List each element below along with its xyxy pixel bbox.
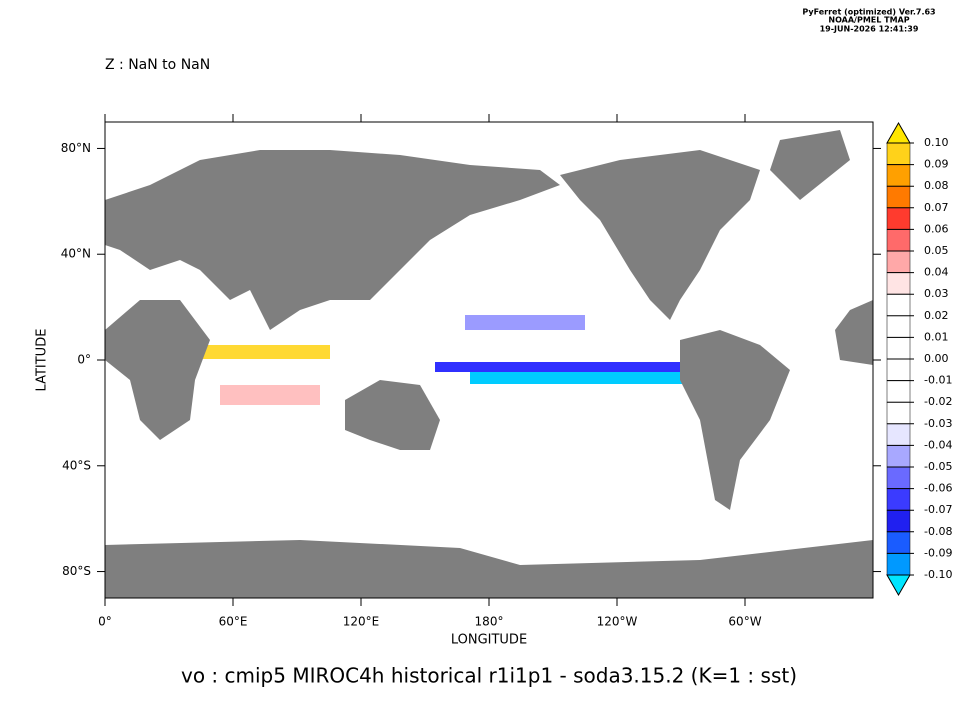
- colorbar-label: 0.09: [924, 158, 949, 171]
- anomaly-band: [465, 315, 585, 330]
- colorbar-label: 0.10: [924, 136, 949, 149]
- colorbar-label: 0.00: [924, 352, 949, 365]
- colorbar-label: -0.06: [924, 482, 952, 495]
- anomaly-band: [470, 372, 685, 384]
- y-axis-label: LATITUDE: [35, 329, 50, 392]
- anomaly-band: [435, 362, 690, 372]
- x-tick-label: 60°W: [728, 615, 761, 629]
- colorbar-label: -0.02: [924, 395, 952, 408]
- colorbar-label: 0.02: [924, 309, 949, 322]
- y-tick-label: 0°: [77, 353, 91, 367]
- colorbar-band: [886, 531, 911, 554]
- colorbar-band: [886, 445, 911, 468]
- colorbar-band: [886, 337, 911, 360]
- colorbar-label: -0.05: [924, 460, 952, 473]
- colorbar-label: 0.01: [924, 330, 949, 343]
- colorbar-label: 0.05: [924, 244, 949, 257]
- colorbar-band: [886, 315, 911, 338]
- colorbar-label: 0.08: [924, 179, 949, 192]
- colorbar-label: 0.03: [924, 287, 949, 300]
- colorbar-label: -0.08: [924, 525, 952, 538]
- colorbar-under: [886, 574, 911, 597]
- colorbar-band: [886, 185, 911, 209]
- colorbar-band: [886, 272, 911, 295]
- colorbar-label: 0.07: [924, 201, 949, 214]
- x-tick-label: 0°: [98, 615, 112, 629]
- colorbar-band: [886, 164, 911, 187]
- colorbar-label: -0.07: [924, 503, 952, 516]
- chart-title: vo : cmip5 MIROC4h historical r1i1p1 - s…: [181, 664, 797, 688]
- colorbar-band: [886, 250, 911, 273]
- colorbar-band: [886, 142, 911, 165]
- subtitle: Z : NaN to NaN: [105, 57, 210, 73]
- colorbar-band: [886, 509, 911, 533]
- x-tick-label: 60°E: [219, 615, 248, 629]
- colorbar-band: [886, 293, 911, 317]
- colorbar-band: [886, 401, 911, 425]
- colorbar-band: [886, 229, 911, 252]
- header-version: PyFerret (optimized) Ver.7.63: [802, 8, 935, 17]
- colorbar-label: -0.01: [924, 374, 952, 387]
- header-org: NOAA/PMEL TMAP: [828, 16, 909, 25]
- colorbar-label: 0.06: [924, 222, 949, 235]
- y-tick-label: 80°S: [62, 564, 91, 578]
- map: [104, 121, 874, 599]
- colorbar-label: -0.03: [924, 417, 952, 430]
- colorbar-over: [886, 121, 911, 144]
- colorbar-label: -0.04: [924, 438, 952, 451]
- ocean-band: [105, 460, 873, 510]
- y-tick-label: 40°N: [61, 247, 91, 261]
- colorbar-band: [886, 553, 911, 576]
- colorbar-band: [886, 380, 911, 403]
- colorbar-label: 0.04: [924, 266, 949, 279]
- x-tick-label: 120°E: [343, 615, 380, 629]
- colorbar-band: [886, 423, 911, 446]
- x-tick-label: 120°W: [597, 615, 638, 629]
- colorbar-label: -0.09: [924, 546, 952, 559]
- colorbar-band: [886, 358, 911, 381]
- x-axis-label: LONGITUDE: [451, 633, 527, 648]
- colorbar-band: [886, 207, 911, 230]
- colorbar-band: [886, 488, 911, 511]
- anomaly-band: [220, 385, 320, 405]
- anomaly-band: [200, 345, 330, 359]
- colorbar-band: [886, 466, 911, 489]
- x-tick-label: 180°: [475, 615, 504, 629]
- header-date: 19-JUN-2026 12:41:39: [820, 25, 919, 34]
- y-tick-label: 40°S: [62, 458, 91, 472]
- land: [105, 130, 873, 598]
- y-tick-label: 80°N: [61, 141, 91, 155]
- colorbar-label: -0.10: [924, 568, 952, 581]
